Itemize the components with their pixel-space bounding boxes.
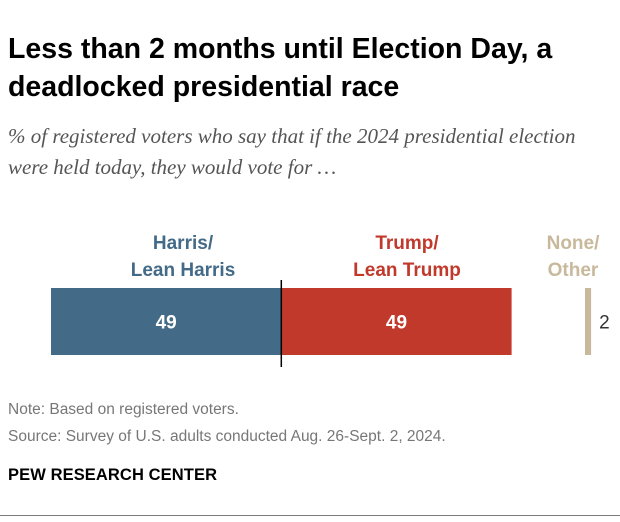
- bottom-divider: [0, 515, 620, 516]
- chart-subtitle: % of registered voters who say that if t…: [8, 124, 576, 179]
- legend-harris-line1: Harris/: [152, 233, 214, 254]
- bar-value-trump: 49: [386, 313, 407, 334]
- legend-other: None/ Other: [530, 230, 616, 284]
- bar-harris: [51, 288, 282, 355]
- brand-logo-text: PEW RESEARCH CENTER: [8, 466, 218, 484]
- legend-trump: Trump/ Lean Trump: [322, 230, 492, 284]
- bar-value-harris: 49: [156, 313, 177, 334]
- bar-chart: 49 49 2: [51, 280, 610, 367]
- legend-harris-line2: Lean Harris: [130, 260, 236, 281]
- bar-value-other: 2: [599, 313, 610, 334]
- chart-note: Note: Based on registered voters.: [8, 401, 239, 418]
- legend-trump-line1: Trump/: [375, 233, 439, 254]
- legend-harris: Harris/ Lean Harris: [98, 230, 268, 284]
- chart-source: Source: Survey of U.S. adults conducted …: [8, 428, 446, 445]
- legend-other-line2: Other: [547, 260, 599, 281]
- legend-trump-line2: Lean Trump: [353, 260, 461, 281]
- legend-other-line1: None/: [546, 233, 600, 254]
- bar-trump: [281, 288, 512, 355]
- bar-other: [585, 288, 592, 355]
- chart-title: Less than 2 months until Election Day, a…: [8, 33, 553, 103]
